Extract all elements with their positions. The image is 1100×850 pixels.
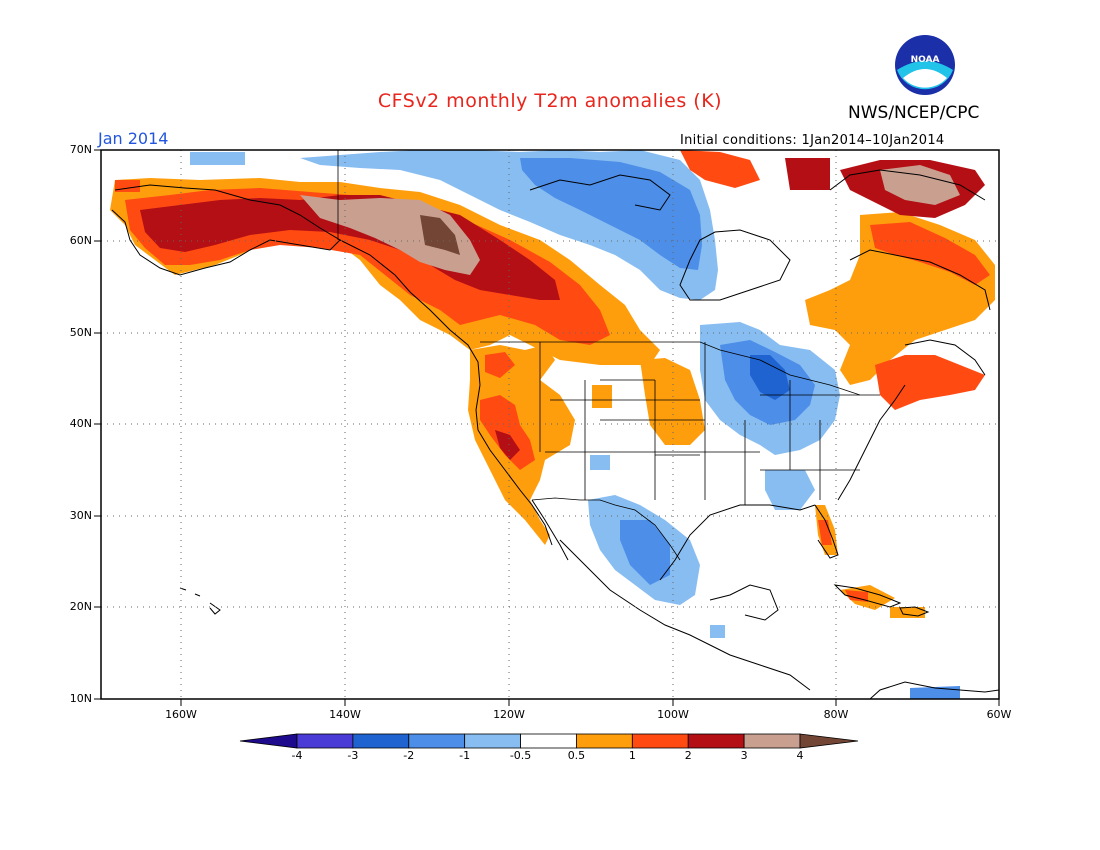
coastline-south-america (869, 681, 999, 699)
colorbar-tick-label: 3 (740, 749, 748, 762)
coastline-hispaniola (899, 606, 930, 617)
colorbar-tick-label: -1 (459, 749, 471, 762)
colorbar-tick-label: -0.5 (509, 749, 532, 762)
anomaly-shading (110, 150, 995, 699)
anomaly-region (890, 607, 925, 618)
colorbar-swatch (631, 733, 689, 749)
x-tick-label: 120W (493, 708, 525, 721)
colorbar-swatch (352, 733, 410, 749)
political-borders (337, 150, 880, 561)
anomaly-region (592, 385, 612, 408)
agency-label: NWS/NCEP/CPC (848, 103, 980, 123)
anomaly-region (710, 625, 725, 638)
colorbar-arrow-low (239, 733, 298, 749)
month-label: Jan 2014 (98, 129, 169, 148)
y-tick-label: 20N (69, 600, 92, 613)
coastline-yucatan (709, 584, 779, 621)
colorbar (239, 733, 859, 749)
colorbar-tick-label: 2 (684, 749, 692, 762)
colorbar-swatch (743, 733, 801, 749)
colorbar-tick-label: 1 (628, 749, 636, 762)
coastlines (111, 169, 999, 699)
colorbar-tick-label: -4 (291, 749, 303, 762)
anomaly-region (785, 158, 830, 190)
y-tick-label: 30N (69, 509, 92, 522)
y-tick-label: 50N (69, 326, 92, 339)
coastline-cuba (833, 584, 902, 608)
anomaly-region (520, 158, 702, 270)
anomaly-region (875, 355, 985, 410)
colorbar-swatch (576, 733, 633, 749)
coastline-us-west (475, 384, 553, 546)
colorbar-swatch (464, 733, 521, 749)
anomaly-region (190, 152, 245, 165)
anomaly-region (818, 520, 832, 545)
colorbar-swatch (408, 733, 466, 749)
anomaly-region (870, 222, 990, 285)
noaa-logo-text: NOAA (911, 55, 940, 65)
anomaly-region (115, 180, 140, 192)
anomaly-region (420, 215, 460, 255)
coastline-gulf-st-lawrence (904, 339, 986, 376)
initial-conditions-label: Initial conditions: 1Jan2014–10Jan2014 (680, 133, 945, 148)
colorbar-swatch (687, 733, 745, 749)
border-us-canada (480, 341, 880, 396)
tick-marks (94, 149, 1000, 706)
coastline-arctic-islands (529, 174, 671, 211)
coastline-pacific-canada (339, 239, 481, 386)
x-tick-label: 140W (329, 708, 361, 721)
colorbar-tick-label: 4 (796, 749, 804, 762)
coastline-mexico-pacific (559, 539, 811, 691)
figure-title: CFSv2 monthly T2m anomalies (K) (377, 90, 723, 112)
anomaly-region (620, 520, 670, 585)
colorbar-tick-label: -3 (347, 749, 359, 762)
x-tick-label: 160W (165, 708, 197, 721)
colorbar-tick-label: -2 (403, 749, 415, 762)
anomaly-region (590, 455, 610, 470)
x-tick-label: 60W (986, 708, 1012, 721)
y-tick-label: 70N (69, 143, 92, 156)
colorbar-swatch (296, 733, 354, 749)
anomaly-region (680, 150, 760, 188)
anomaly-region (750, 355, 790, 400)
state-lines (539, 342, 860, 505)
anomaly-region (485, 352, 515, 378)
colorbar-tick-label: 0.5 (567, 749, 586, 762)
anomaly-region (495, 430, 520, 460)
coastline-alaska (111, 184, 341, 276)
coastline-east (837, 384, 906, 501)
y-tick-label: 40N (69, 417, 92, 430)
x-tick-label: 100W (657, 708, 689, 721)
colorbar-swatch (520, 733, 577, 749)
anomaly-region (640, 358, 705, 445)
anomaly-region (765, 470, 815, 510)
coastline-baja (531, 499, 569, 561)
anomaly-region (480, 395, 535, 470)
noaa-logo: NOAA (895, 35, 955, 95)
coastline-hudson-bay (679, 229, 791, 301)
coastline-labrador (849, 249, 991, 311)
coastline-baffin (829, 169, 986, 201)
anomaly-region (300, 195, 480, 275)
border-us-mexico (531, 497, 681, 561)
coastline-florida (814, 504, 839, 559)
y-tick-label: 60N (69, 234, 92, 247)
x-tick-label: 80W (823, 708, 849, 721)
coastline-hawaii (179, 587, 221, 615)
anomaly-region (880, 165, 960, 205)
colorbar-arrow-high (799, 733, 859, 749)
y-tick-label: 10N (69, 692, 92, 705)
